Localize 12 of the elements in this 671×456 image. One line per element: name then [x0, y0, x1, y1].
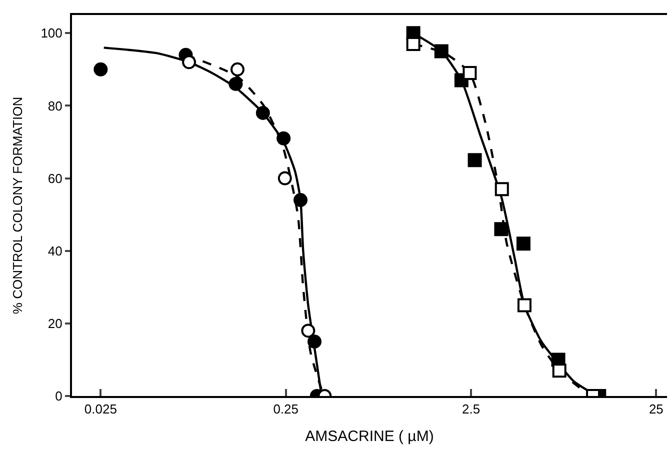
y-tick-label: 40 [48, 243, 62, 258]
y-tick-label: 80 [48, 98, 62, 114]
x-tick-label: 0.25 [273, 402, 299, 417]
y-tick-label: 60 [48, 170, 62, 186]
y-tick-label: 20 [48, 316, 62, 331]
x-tick-label: 0.025 [84, 402, 117, 417]
y-axis-title: % CONTROL COLONY FORMATION [10, 96, 26, 314]
y-tick-label: 0 [55, 388, 62, 404]
x-tick-label: 25 [648, 402, 664, 417]
y-tick-label: 100 [40, 26, 62, 41]
x-tick-label: 2.5 [462, 402, 480, 417]
x-axis-title: AMSACRINE ( µM) [305, 428, 434, 446]
